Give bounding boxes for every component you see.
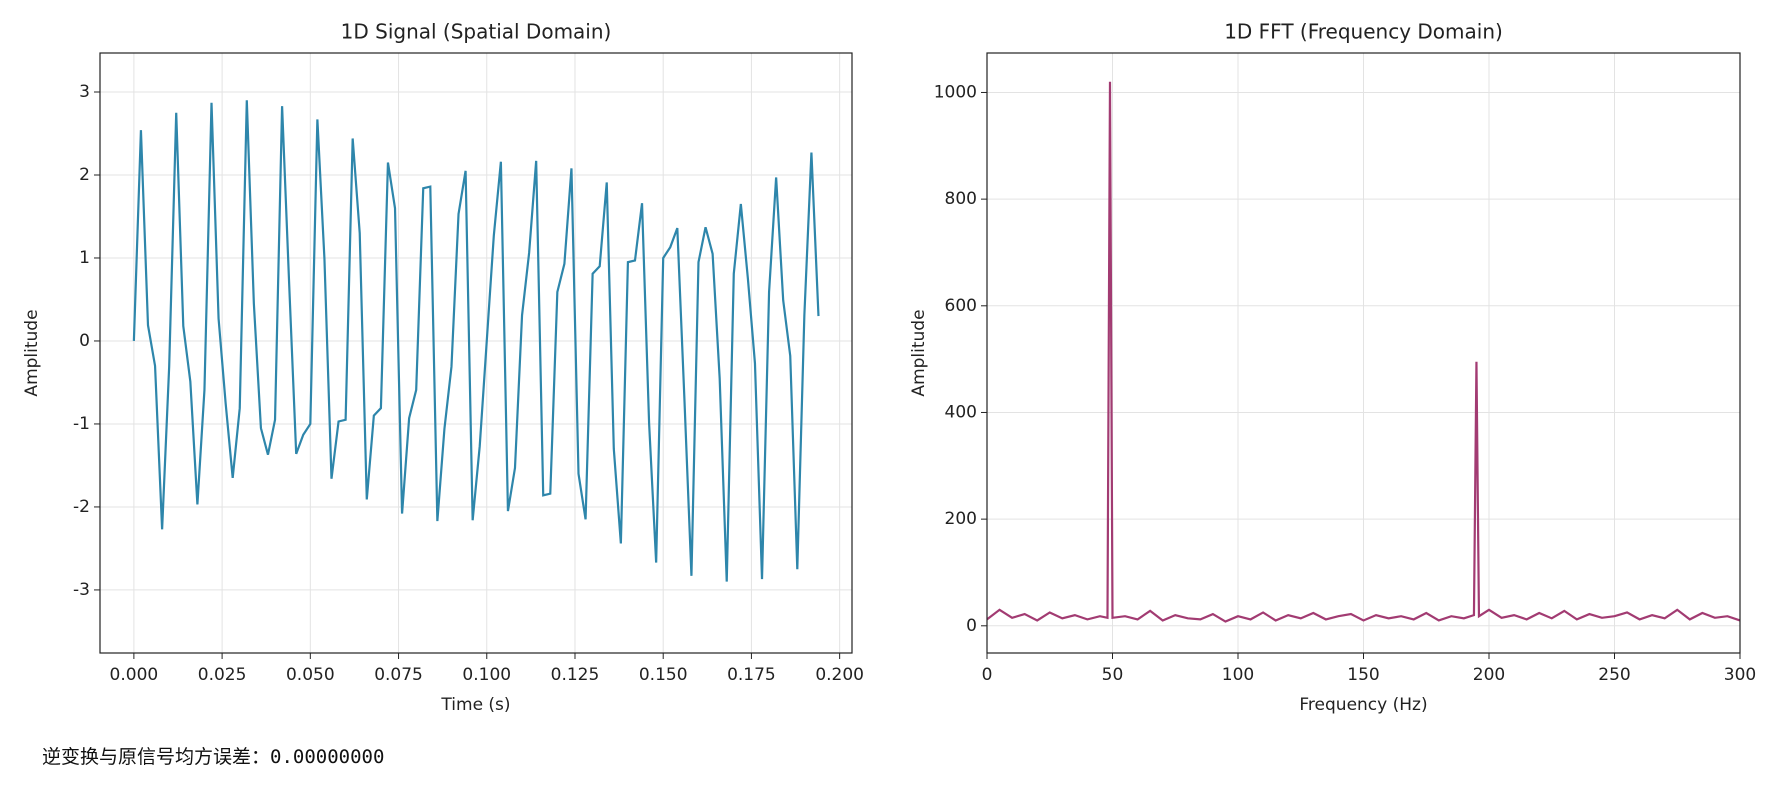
y-tick-label: 600 [945,296,977,316]
x-tick-label: 100 [1222,665,1254,685]
y-tick-label: 0 [966,616,977,636]
x-tick-label: 0.175 [727,665,776,685]
x-tick-label: 0.125 [551,665,600,685]
data-line [986,81,1741,623]
data-line [132,100,820,582]
y-tick-label: 800 [945,189,977,209]
x-tick-label: 0.075 [374,665,423,685]
x-tick-label: 0.200 [815,665,864,685]
x-axis-label: Frequency (Hz) [1299,695,1427,715]
x-tick-label: 0.000 [110,665,159,685]
x-tick-label: 50 [1102,665,1124,685]
chart-title: 1D FFT (Frequency Domain) [1224,20,1503,44]
x-tick-label: 0.150 [639,665,688,685]
x-axis-label: Time (s) [440,695,510,715]
x-tick-label: 0.025 [198,665,247,685]
y-tick-label: 0 [79,331,90,351]
x-tick-label: 250 [1598,665,1630,685]
y-axis-label: Amplitude [909,309,929,396]
plot-frame [99,52,853,654]
x-tick-label: 0 [982,665,993,685]
x-tick-label: 0.050 [286,665,335,685]
y-tick-label: 3 [79,82,90,102]
y-tick-label: 400 [945,402,977,422]
y-tick-label: -1 [73,414,90,434]
page: 0.000 0.025 0.050 0.075 0.100 0.125 0.150 0.175… [22,19,1757,768]
plot-frame [986,52,1741,654]
y-tick-label: 1000 [934,82,977,102]
y-tick-label: 1 [79,248,90,268]
output-text: 逆变换与原信号均方误差：0.00000000 [42,746,385,768]
y-tick-label: 200 [945,509,977,529]
chart-title: 1D Signal (Spatial Domain) [341,20,612,44]
x-tick-label: 0.100 [462,665,511,685]
y-tick-label: -3 [73,580,90,600]
y-tick-label: -2 [73,497,90,517]
x-tick-label: 150 [1347,665,1379,685]
y-axis-label: Amplitude [22,309,42,396]
x-tick-label: 300 [1724,665,1756,685]
charts: 0.000 0.025 0.050 0.075 0.100 0.125 0.150 0.175… [22,20,1756,716]
x-tick-label: 200 [1473,665,1505,685]
y-tick-label: 2 [79,165,90,185]
